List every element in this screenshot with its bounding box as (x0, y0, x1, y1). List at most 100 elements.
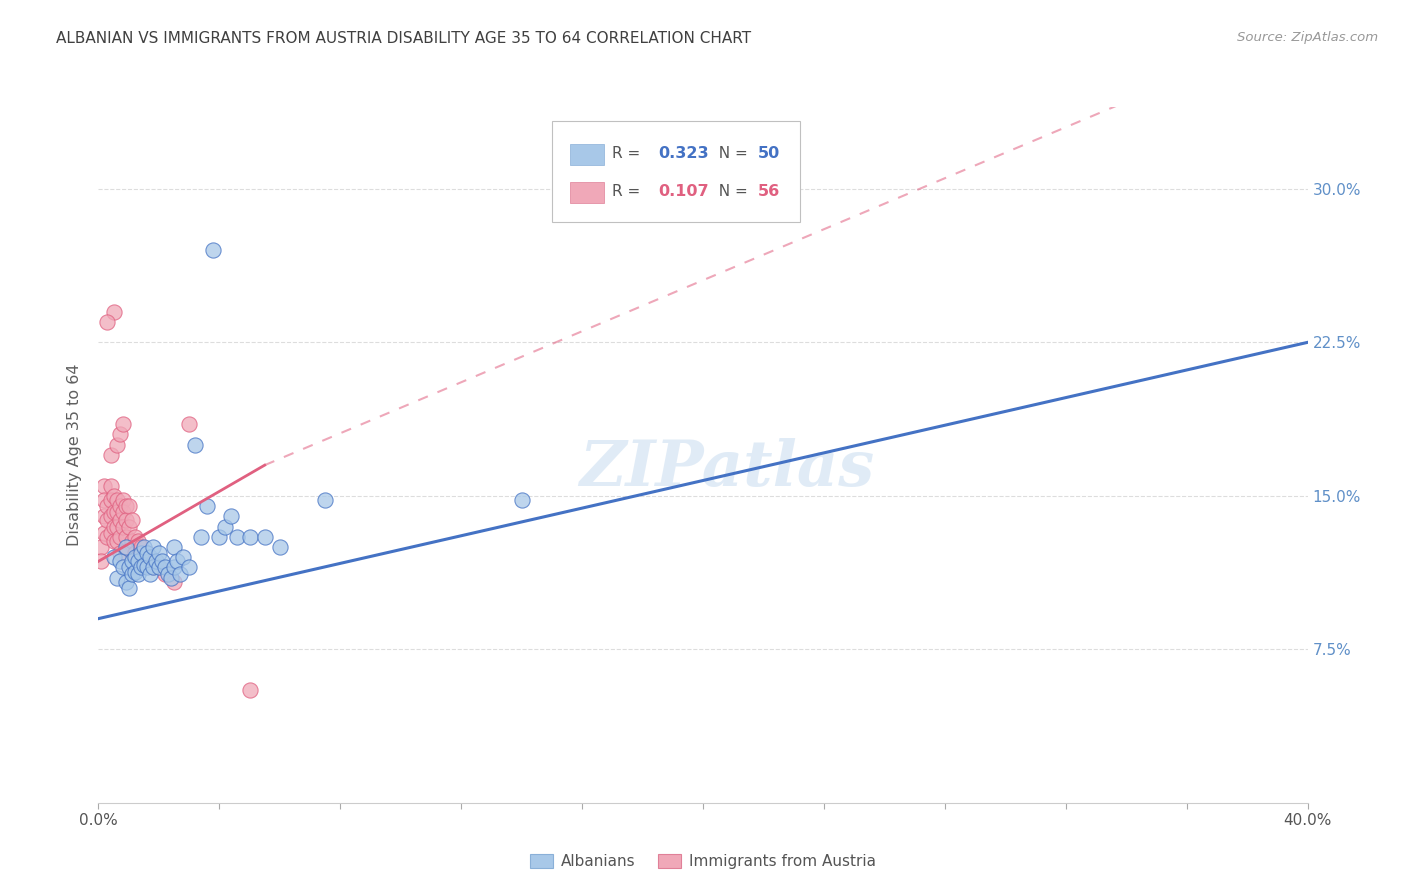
Point (103, 533, 125, 548)
FancyBboxPatch shape (569, 182, 603, 203)
Point (100, 492, 122, 507)
Point (105, 438, 128, 452)
Point (169, 566, 191, 581)
Point (105, 533, 128, 548)
Point (153, 560, 176, 574)
Point (96, 513, 118, 527)
Point (124, 530, 146, 544)
Point (111, 492, 134, 507)
Point (93, 492, 115, 507)
Point (214, 519, 236, 533)
Text: N =: N = (709, 146, 752, 161)
Point (118, 519, 141, 533)
Point (105, 492, 128, 507)
Point (129, 540, 152, 554)
Point (148, 546, 170, 560)
Point (103, 519, 125, 533)
Point (190, 530, 212, 544)
Point (148, 560, 170, 574)
FancyBboxPatch shape (569, 144, 603, 165)
Point (127, 554, 149, 568)
Point (510, 492, 533, 507)
Point (111, 519, 134, 533)
Point (184, 438, 207, 452)
Point (208, 530, 231, 544)
Text: ALBANIAN VS IMMIGRANTS FROM AUSTRIA DISABILITY AGE 35 TO 64 CORRELATION CHART: ALBANIAN VS IMMIGRANTS FROM AUSTRIA DISA… (56, 31, 751, 46)
Point (121, 566, 143, 581)
Point (202, 244, 225, 258)
Point (93, 525, 115, 540)
Point (150, 554, 173, 568)
Point (195, 499, 218, 513)
Text: Source: ZipAtlas.com: Source: ZipAtlas.com (1237, 31, 1378, 45)
Point (105, 505, 128, 519)
Point (139, 566, 162, 581)
Point (100, 525, 122, 540)
Point (96, 530, 118, 544)
Point (114, 540, 136, 554)
Point (100, 448, 122, 462)
Point (100, 509, 122, 524)
Point (124, 565, 146, 579)
Point (148, 560, 170, 574)
Point (96, 315, 118, 329)
Point (114, 530, 136, 544)
Point (108, 513, 131, 527)
Point (121, 533, 143, 548)
Point (166, 554, 188, 568)
Point (93, 509, 115, 524)
Text: 50: 50 (758, 146, 780, 161)
Point (124, 546, 146, 560)
Point (114, 574, 136, 589)
Point (103, 489, 125, 503)
Point (139, 554, 162, 568)
Point (111, 560, 134, 574)
Point (121, 554, 143, 568)
Point (132, 550, 155, 565)
Point (135, 560, 157, 574)
Point (103, 304, 125, 318)
Text: R =: R = (613, 146, 645, 161)
Point (156, 566, 179, 581)
Point (314, 492, 336, 507)
Point (118, 560, 141, 574)
Point (139, 550, 162, 565)
Text: R =: R = (613, 185, 645, 200)
Point (129, 546, 152, 560)
Point (105, 519, 128, 533)
Point (111, 505, 134, 519)
Point (105, 571, 128, 585)
Point (111, 417, 134, 432)
Point (129, 560, 152, 574)
Point (135, 546, 157, 560)
FancyBboxPatch shape (553, 121, 800, 222)
Text: ZIPatlas: ZIPatlas (579, 438, 875, 500)
Point (108, 530, 131, 544)
Point (121, 513, 143, 527)
Point (90, 554, 112, 568)
Point (142, 560, 165, 574)
Text: 56: 56 (758, 185, 780, 200)
Point (221, 509, 243, 524)
Point (160, 571, 183, 585)
Point (163, 560, 186, 574)
Point (269, 540, 291, 554)
Point (145, 554, 167, 568)
Point (108, 427, 131, 442)
Point (118, 499, 141, 513)
Text: 0.323: 0.323 (658, 146, 709, 161)
Point (108, 554, 131, 568)
Legend: Albanians, Immigrants from Austria: Albanians, Immigrants from Austria (524, 848, 882, 875)
Text: N =: N = (709, 185, 752, 200)
Point (226, 530, 249, 544)
Point (103, 550, 125, 565)
Point (253, 530, 276, 544)
Point (127, 566, 149, 581)
Point (93, 478, 115, 492)
Point (179, 560, 201, 574)
Point (142, 540, 165, 554)
Point (114, 546, 136, 560)
Point (108, 546, 131, 560)
Point (96, 499, 118, 513)
Y-axis label: Disability Age 35 to 64: Disability Age 35 to 64 (67, 364, 83, 546)
